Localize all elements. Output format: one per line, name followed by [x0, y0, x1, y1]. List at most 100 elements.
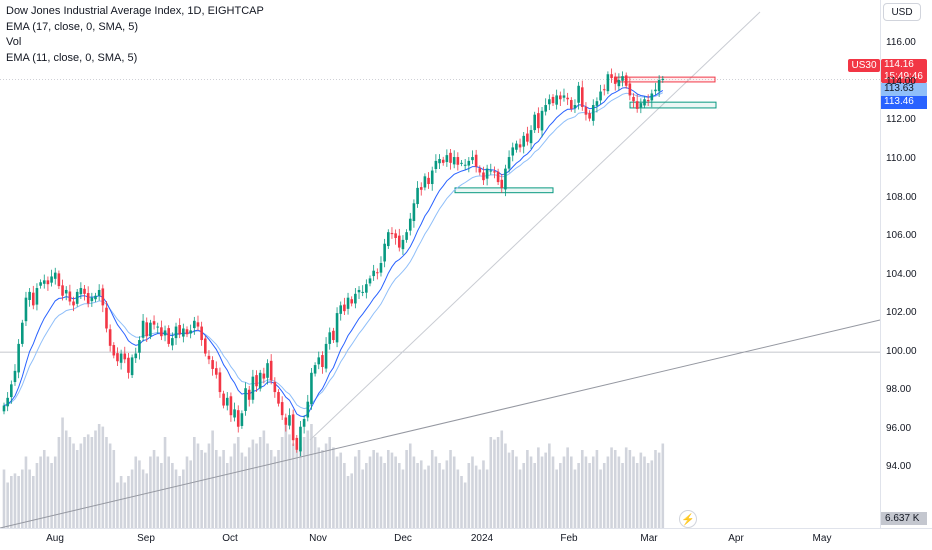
legend-ema17[interactable]: EMA (17, close, 0, SMA, 5)	[6, 20, 139, 33]
candle-body	[251, 376, 255, 400]
candle-body	[299, 426, 302, 452]
volume-bars	[2, 417, 665, 528]
volume-bar	[127, 476, 130, 528]
volume-bar	[123, 482, 127, 528]
candle-body	[599, 91, 602, 101]
candle-body	[222, 393, 225, 406]
volume-bar	[460, 476, 463, 528]
x-tick-label: Nov	[309, 533, 327, 544]
candle-body	[178, 325, 181, 335]
volume-bar	[624, 447, 628, 528]
flash-icon[interactable]: ⚡	[679, 510, 697, 528]
volume-bar	[588, 463, 591, 528]
candle-body	[31, 292, 35, 306]
candle-body	[566, 97, 569, 100]
ema-lines	[3, 87, 664, 418]
candle-body	[397, 235, 401, 248]
candle-body	[354, 293, 357, 304]
volume-bar	[10, 476, 13, 528]
candle-body	[211, 360, 214, 369]
candle-body	[507, 157, 511, 169]
candle-body	[101, 288, 105, 306]
y-tick-label: 96.00	[886, 422, 912, 434]
volume-bar	[141, 469, 145, 528]
volume-bar	[207, 443, 211, 528]
currency-button[interactable]: USD	[883, 3, 921, 21]
volume-bar	[211, 430, 214, 528]
candle-body	[467, 160, 471, 166]
candle-body	[53, 272, 57, 279]
volume-bar	[57, 437, 61, 528]
candle-body	[570, 100, 573, 109]
candle-body	[310, 372, 313, 404]
volume-bar	[222, 450, 225, 528]
volume-bar	[643, 456, 646, 528]
y-tick-label: 110.00	[886, 152, 916, 164]
volume-bar	[401, 469, 405, 528]
volume-bar	[266, 443, 269, 528]
candle-body	[441, 159, 445, 163]
candle-body	[419, 187, 423, 190]
volume-bar	[39, 456, 42, 528]
volume-bar	[533, 463, 536, 528]
support-zone	[629, 101, 717, 109]
volume-bar	[526, 450, 529, 528]
volume-bar	[229, 456, 233, 528]
volume-bar	[518, 469, 522, 528]
candle-body	[130, 357, 134, 376]
volume-bar	[628, 450, 632, 528]
legend-title[interactable]: Dow Jones Industrial Average Index, 1D, …	[6, 5, 264, 17]
candle-body	[580, 87, 584, 107]
legend-ema11[interactable]: EMA (11, close, 0, SMA, 5)	[6, 51, 138, 64]
volume-bar	[200, 450, 203, 528]
candle-body	[452, 157, 456, 165]
candle-body	[152, 321, 156, 325]
y-tick-label: 112.00	[886, 114, 916, 126]
legend-vol[interactable]: Vol	[6, 36, 22, 48]
candle-body	[449, 152, 452, 163]
candle-body	[365, 284, 368, 293]
candle-body	[83, 288, 86, 294]
volume-bar	[635, 463, 639, 528]
candle-body	[621, 76, 624, 81]
y-tick-label: 102.00	[886, 307, 917, 319]
chart-legend: Dow Jones Industrial Average Index, 1D, …	[6, 4, 264, 66]
candle-body	[123, 353, 127, 360]
volume-bar	[602, 463, 606, 528]
candle-body	[346, 297, 350, 309]
candle-body	[185, 329, 189, 335]
volume-bar	[621, 463, 624, 528]
candle-body	[533, 114, 536, 131]
volume-bar	[171, 463, 174, 528]
candle-body	[654, 89, 657, 92]
candle-body	[138, 340, 141, 353]
volume-bar	[419, 460, 423, 528]
volume-bar	[130, 469, 134, 528]
candle-body	[240, 413, 244, 426]
candle-body	[288, 415, 291, 426]
volume-bar	[412, 456, 416, 528]
candle-body	[343, 304, 346, 312]
volume-bar	[507, 452, 511, 528]
candle-body	[376, 272, 379, 274]
candle-body	[387, 232, 390, 247]
volume-bar	[79, 443, 83, 528]
candle-body	[401, 239, 405, 250]
volume-bar	[639, 452, 643, 528]
volume-bar	[280, 437, 284, 528]
volume-bar	[434, 456, 438, 528]
candle-body	[390, 232, 394, 235]
candle-body	[522, 135, 526, 147]
candle-body	[518, 144, 522, 148]
volume-bar	[504, 443, 507, 528]
volume-bar	[489, 437, 493, 528]
candle-body	[134, 353, 138, 359]
candle-body	[427, 177, 430, 185]
candle-body	[35, 288, 39, 305]
candle-body	[149, 322, 152, 337]
chart-grid	[0, 79, 880, 353]
candle-body	[595, 101, 599, 106]
ema-17-line	[3, 92, 664, 410]
volume-bar	[570, 456, 573, 528]
